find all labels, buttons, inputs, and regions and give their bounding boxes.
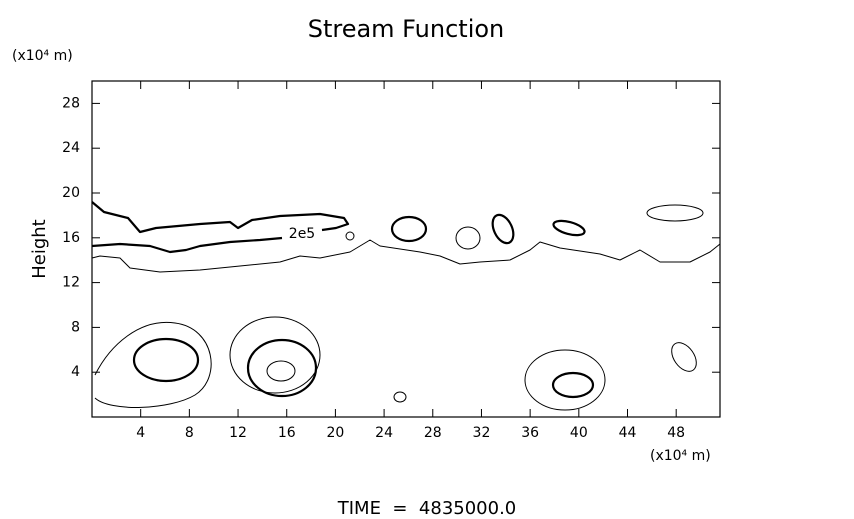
x-tick-label: 4 (136, 425, 145, 441)
contour-line (132, 337, 200, 383)
y-tick-label: 20 (62, 185, 80, 201)
contour-line (646, 204, 704, 222)
contour-line (345, 231, 355, 241)
x-tick-label: 44 (619, 425, 637, 441)
x-tick-label: 36 (521, 425, 539, 441)
y-tick-label: 24 (62, 140, 80, 156)
x-tick-label: 40 (570, 425, 588, 441)
contour-line (94, 321, 212, 408)
chart-title: Stream Function (308, 15, 505, 43)
contour-line (390, 215, 428, 243)
plot-frame (91, 80, 721, 418)
y-tick-label: 28 (62, 95, 80, 111)
contour-line (266, 360, 296, 382)
contour-line (491, 213, 515, 245)
contour-line (552, 219, 586, 237)
x-unit: (x10⁴ m) (650, 448, 711, 464)
y-tick-label: 16 (62, 230, 80, 246)
contours (91, 201, 721, 411)
contour-label: 2e5 (289, 226, 315, 242)
y-unit: (x10⁴ m) (12, 48, 73, 64)
footer: TIME = 4835000.0 (337, 498, 517, 519)
contour-line (551, 371, 595, 399)
x-tick-label: 20 (326, 425, 344, 441)
y-tick-label: 4 (71, 364, 80, 380)
contour-line (524, 349, 606, 411)
x-tick-label: 32 (473, 425, 491, 441)
x-tick-label: 24 (375, 425, 393, 441)
x-tick-label: 28 (424, 425, 442, 441)
contour-line (229, 316, 321, 394)
contour-line (455, 226, 481, 250)
contour-line (246, 338, 318, 398)
contour-line (91, 239, 721, 273)
y-tick-label: 8 (71, 319, 80, 335)
contour-line (671, 342, 697, 372)
contour-line (393, 391, 407, 403)
x-tick-label: 48 (667, 425, 685, 441)
x-tick-label: 12 (229, 425, 247, 441)
contour-line (91, 201, 350, 254)
y-axis-label: Height (29, 219, 50, 279)
y-tick-label: 12 (62, 275, 80, 291)
x-tick-label: 8 (185, 425, 194, 441)
x-tick-label: 16 (278, 425, 296, 441)
